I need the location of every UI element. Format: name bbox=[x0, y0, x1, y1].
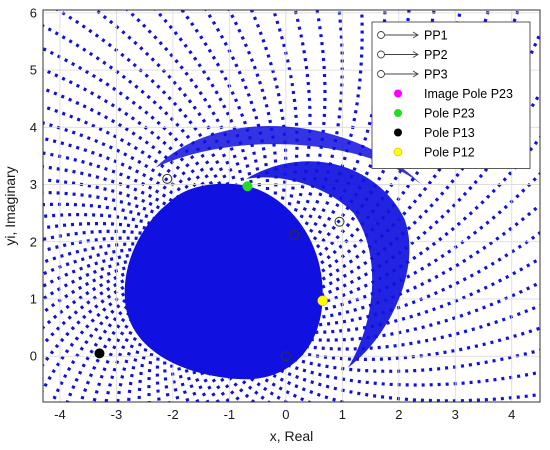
legend-label: Image Pole P23 bbox=[424, 87, 513, 101]
x-tick-label: -2 bbox=[167, 407, 179, 422]
y-tick-labels: 0 1 2 3 4 5 6 bbox=[30, 5, 37, 363]
x-tick-label: 0 bbox=[282, 407, 289, 422]
legend: PP1 PP2 PP3 Image Pole P23 Pole P23 Pole P13 P… bbox=[371, 21, 531, 169]
y-tick-label: 4 bbox=[30, 120, 37, 135]
x-tick-label: -3 bbox=[111, 407, 123, 422]
legend-label: Pole P13 bbox=[424, 126, 475, 140]
legend-label: PP3 bbox=[424, 68, 448, 82]
open-circle-point bbox=[289, 229, 300, 240]
open-circle-point bbox=[334, 216, 345, 227]
legend-item: Pole P23 bbox=[394, 107, 475, 121]
x-tick-labels: -4 -3 -2 -1 0 1 2 3 4 bbox=[54, 407, 515, 422]
legend-item: PP3 bbox=[377, 68, 448, 82]
dense-upper-arc bbox=[155, 126, 422, 185]
pole-point-pole-p13 bbox=[94, 348, 105, 359]
legend-item: PP1 bbox=[377, 29, 448, 43]
pole-point-pole-p12 bbox=[317, 295, 328, 306]
dense-blob-region bbox=[124, 126, 422, 380]
x-tick-label: 3 bbox=[452, 407, 459, 422]
x-tick-label: 2 bbox=[395, 407, 402, 422]
x-tick-label: 1 bbox=[339, 407, 346, 422]
x-tick-label: 4 bbox=[508, 407, 515, 422]
y-tick-label: 0 bbox=[30, 349, 37, 364]
dense-arc-tail bbox=[246, 161, 410, 368]
legend-label: PP1 bbox=[424, 29, 448, 43]
pole-point-pole-p23 bbox=[242, 181, 253, 192]
y-tick-label: 6 bbox=[30, 5, 37, 20]
legend-item: Image Pole P23 bbox=[394, 87, 513, 101]
open-circle-markers bbox=[162, 173, 345, 362]
legend-item: Pole P13 bbox=[394, 126, 475, 140]
y-tick-label: 3 bbox=[30, 177, 37, 192]
y-tick-label: 2 bbox=[30, 234, 37, 249]
open-circle-point bbox=[162, 173, 173, 184]
y-tick-label: 5 bbox=[30, 63, 37, 78]
legend-label: Pole P23 bbox=[424, 107, 475, 121]
dense-blob-mass bbox=[124, 183, 323, 380]
legend-label: PP2 bbox=[424, 48, 448, 62]
y-tick-label: 1 bbox=[30, 291, 37, 306]
x-tick-label: -4 bbox=[54, 407, 66, 422]
open-circle-point bbox=[280, 351, 291, 362]
y-axis-label: yi, Imaginary bbox=[2, 166, 18, 245]
legend-item: PP2 bbox=[377, 48, 448, 62]
pole-markers bbox=[94, 181, 328, 359]
axes-frame bbox=[42, 9, 541, 403]
x-axis-label: x, Real bbox=[270, 428, 314, 444]
legend-item: Pole P12 bbox=[393, 146, 475, 160]
x-tick-label: -1 bbox=[224, 407, 236, 422]
legend-label: Pole P12 bbox=[424, 146, 475, 160]
